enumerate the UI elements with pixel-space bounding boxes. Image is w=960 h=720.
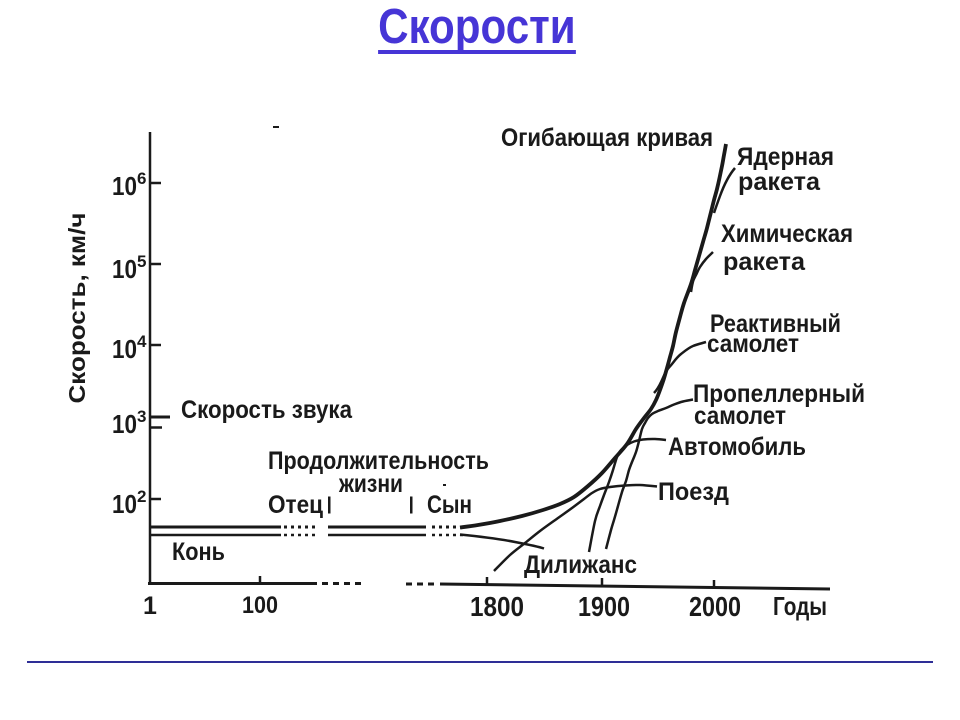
svg-text:Пропеллерный: Пропеллерный [693,380,865,408]
svg-text:Продолжительность: Продолжительность [268,447,489,475]
svg-text:102: 102 [112,487,146,519]
svg-text:Конь: Конь [172,538,225,566]
svg-text:Дилижанс: Дилижанс [524,551,637,579]
svg-text:самолет: самолет [707,330,799,358]
svg-text:Поезд: Поезд [658,478,729,506]
svg-text:самолет: самолет [694,402,786,430]
svg-text:ракета: ракета [738,168,821,196]
svg-text:Отец: Отец [268,491,324,519]
svg-text:106: 106 [112,169,146,201]
svg-text:Скорость звука: Скорость звука [181,396,353,424]
svg-text:104: 104 [112,332,147,364]
svg-text:Годы: Годы [773,591,827,621]
svg-text:100: 100 [242,592,278,619]
svg-text:Скорость, км/ч: Скорость, км/ч [64,213,90,404]
svg-text:1800: 1800 [470,591,524,622]
svg-text:Автомобиль: Автомобиль [668,433,806,461]
svg-text:Реактивный: Реактивный [710,310,841,338]
svg-text:105: 105 [112,252,146,284]
svg-text:Сын: Сын [427,491,472,519]
svg-text:жизни: жизни [338,470,403,498]
svg-text:2000: 2000 [689,591,741,622]
svg-text:ракета: ракета [723,248,806,276]
svg-text:Огибающая кривая: Огибающая кривая [501,124,713,152]
svg-text:1: 1 [143,592,157,620]
svg-text:Ядерная: Ядерная [737,143,834,171]
svg-text:103: 103 [112,407,146,439]
svg-text:Химическая: Химическая [721,220,853,248]
svg-text:1900: 1900 [578,591,630,622]
